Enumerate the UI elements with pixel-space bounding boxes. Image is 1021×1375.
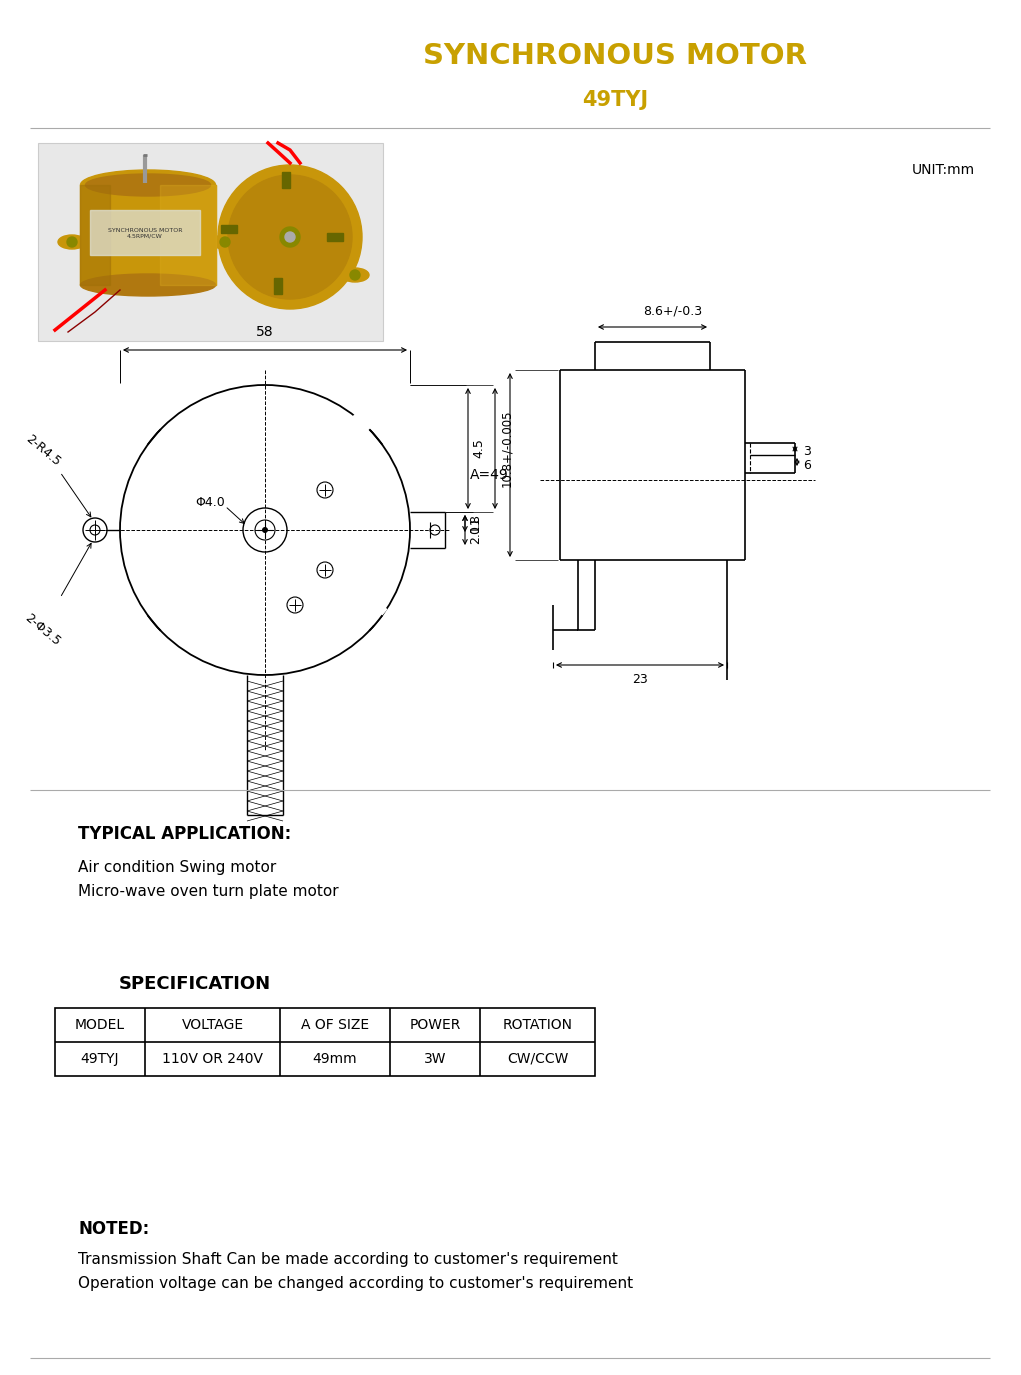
Text: 2-R4.5: 2-R4.5	[23, 432, 63, 468]
Text: 49TYJ: 49TYJ	[582, 89, 648, 110]
Text: 6: 6	[803, 458, 811, 472]
Bar	[367, 602, 387, 624]
Circle shape	[67, 236, 77, 247]
Bar	[221, 226, 237, 232]
Bar	[124, 425, 144, 447]
Text: 4.5: 4.5	[472, 439, 485, 458]
Bar	[327, 232, 343, 241]
Text: UNIT:mm: UNIT:mm	[912, 164, 975, 177]
Ellipse shape	[81, 274, 215, 296]
Circle shape	[350, 270, 360, 280]
Circle shape	[220, 236, 230, 247]
Text: 3W: 3W	[424, 1052, 446, 1066]
Text: A OF SIZE: A OF SIZE	[301, 1018, 369, 1033]
Text: 2.11: 2.11	[469, 516, 482, 544]
Text: CW/CCW: CW/CCW	[506, 1052, 569, 1066]
Text: 8.6+/-0.3: 8.6+/-0.3	[643, 304, 702, 318]
Text: 49TYJ: 49TYJ	[81, 1052, 119, 1066]
Text: SYNCHRONOUS MOTOR
4.5RPM/CW: SYNCHRONOUS MOTOR 4.5RPM/CW	[108, 228, 183, 238]
Text: Transmission Shaft Can be made according to customer's requirement: Transmission Shaft Can be made according…	[78, 1253, 618, 1266]
Bar	[80, 186, 216, 285]
Text: Operation voltage can be changed according to customer's requirement: Operation voltage can be changed accordi…	[78, 1276, 633, 1291]
Ellipse shape	[211, 235, 239, 249]
Bar	[90, 210, 200, 254]
Bar	[80, 186, 110, 285]
Text: Φ4.0: Φ4.0	[195, 495, 225, 509]
Bar	[160, 186, 216, 285]
Text: ROTATION: ROTATION	[502, 1018, 573, 1033]
Text: NOTED:: NOTED:	[78, 1220, 149, 1238]
Text: SYNCHRONOUS MOTOR: SYNCHRONOUS MOTOR	[423, 43, 807, 70]
Circle shape	[228, 175, 352, 298]
Bar	[353, 410, 374, 432]
Bar	[55, 1008, 595, 1077]
Text: A=49: A=49	[470, 468, 508, 483]
Text: 49mm: 49mm	[312, 1052, 357, 1066]
Text: POWER: POWER	[409, 1018, 460, 1033]
Ellipse shape	[81, 170, 215, 199]
Text: VOLTAGE: VOLTAGE	[182, 1018, 244, 1033]
Text: MODEL: MODEL	[75, 1018, 125, 1033]
Circle shape	[280, 227, 300, 247]
Bar	[38, 143, 383, 341]
Ellipse shape	[341, 268, 369, 282]
Bar	[136, 619, 157, 639]
Text: 10.8+/-0.005: 10.8+/-0.005	[500, 410, 513, 487]
Text: 3: 3	[803, 444, 811, 458]
Text: SPECIFICATION: SPECIFICATION	[118, 975, 271, 993]
Ellipse shape	[58, 235, 86, 249]
Text: Air condition Swing motor: Air condition Swing motor	[78, 859, 277, 874]
Circle shape	[285, 232, 295, 242]
Bar	[282, 172, 290, 188]
Circle shape	[262, 527, 268, 534]
Circle shape	[218, 165, 362, 309]
Text: 110V OR 240V: 110V OR 240V	[162, 1052, 263, 1066]
Ellipse shape	[86, 175, 210, 197]
Text: TYPICAL APPLICATION:: TYPICAL APPLICATION:	[78, 825, 291, 843]
Text: 58: 58	[256, 324, 274, 340]
Text: Micro-wave oven turn plate motor: Micro-wave oven turn plate motor	[78, 884, 339, 899]
Bar	[274, 278, 282, 294]
Text: 23: 23	[632, 672, 648, 686]
Text: 0.8: 0.8	[469, 513, 482, 534]
Text: 2-Φ3.5: 2-Φ3.5	[22, 612, 63, 649]
